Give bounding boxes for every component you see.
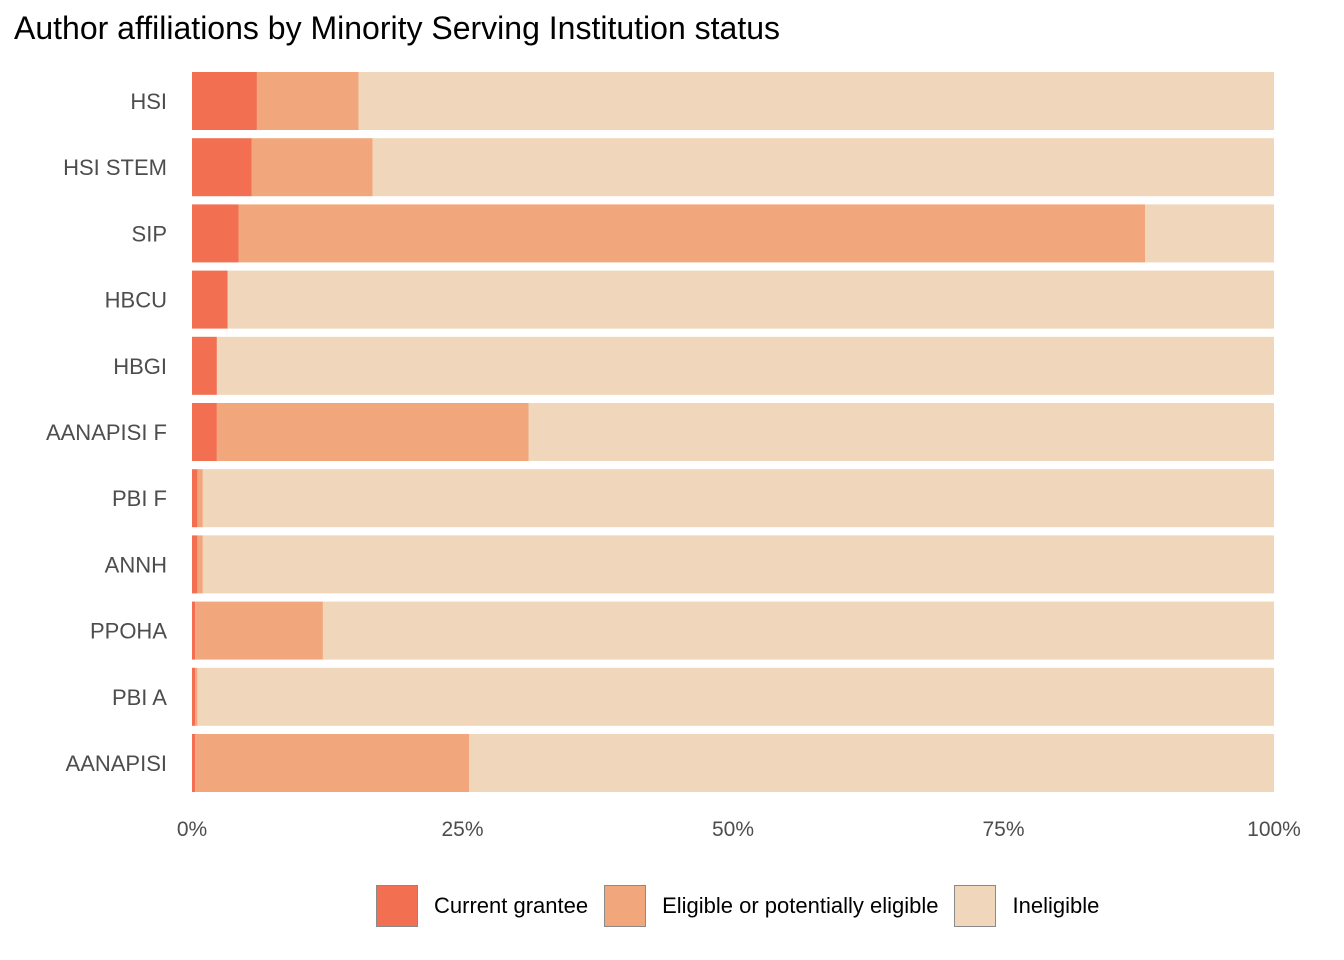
legend-item-eligible-or-potentially-eligible: Eligible or potentially eligible bbox=[604, 885, 938, 927]
bar-hbcu-current-grantee bbox=[192, 270, 228, 329]
bars-layer bbox=[192, 72, 1275, 792]
category-label-hbgi: HBGI bbox=[113, 354, 167, 379]
bar-pbi-a-current-grantee bbox=[192, 667, 196, 726]
bar-ppoha-eligible-or-potentially-eligible bbox=[195, 601, 323, 660]
bar-hsi-stem-ineligible bbox=[372, 138, 1275, 197]
bar-annh-ineligible bbox=[202, 535, 1274, 594]
category-label-pbi-f: PBI F bbox=[112, 486, 167, 511]
bar-ppoha-ineligible bbox=[322, 601, 1274, 660]
legend-item-ineligible: Ineligible bbox=[954, 885, 1099, 927]
category-label-aanapisi: AANAPISI bbox=[66, 751, 167, 776]
x-tick-label: 100% bbox=[1247, 818, 1301, 841]
legend-label: Eligible or potentially eligible bbox=[662, 893, 939, 918]
bar-sip-eligible-or-potentially-eligible bbox=[238, 204, 1146, 263]
bar-ppoha-current-grantee bbox=[192, 601, 196, 660]
category-label-pbi-a: PBI A bbox=[112, 685, 167, 710]
x-tick-label: 0% bbox=[177, 818, 207, 841]
legend-swatch bbox=[954, 885, 997, 927]
bar-aanapisi-f-eligible-or-potentially-eligible bbox=[216, 403, 529, 461]
legend-label: Ineligible bbox=[1012, 893, 1100, 918]
bar-hbgi-ineligible bbox=[216, 336, 1275, 395]
bar-pbi-f-ineligible bbox=[202, 469, 1274, 528]
legend-label: Current grantee bbox=[434, 893, 589, 918]
bar-aanapisi-eligible-or-potentially-eligible bbox=[195, 734, 469, 792]
bar-hsi-stem-eligible-or-potentially-eligible bbox=[251, 138, 373, 197]
bar-aanapisi-f-current-grantee bbox=[192, 403, 217, 461]
x-tick-label: 25% bbox=[441, 818, 483, 841]
chart-title: Author affiliations by Minority Serving … bbox=[14, 10, 780, 46]
legend: Current grantee Eligible or potentially e… bbox=[376, 885, 1115, 927]
legend-swatch bbox=[376, 885, 418, 927]
category-label-sip: SIP bbox=[132, 221, 167, 246]
category-labels: HSI HSI STEM SIP HBCU HBGI AANAPISI F PBI F ANN… bbox=[46, 89, 167, 776]
bar-pbi-a-ineligible bbox=[197, 667, 1274, 726]
bar-aanapisi-ineligible bbox=[468, 734, 1274, 792]
bar-annh-current-grantee bbox=[192, 535, 198, 594]
bar-annh-eligible-or-potentially-eligible bbox=[197, 535, 203, 594]
category-label-hsi-stem: HSI STEM bbox=[63, 155, 167, 180]
bar-sip-ineligible bbox=[1145, 204, 1274, 263]
x-tick-label: 50% bbox=[712, 818, 754, 841]
bar-hbcu-ineligible bbox=[227, 270, 1274, 329]
category-label-hbcu: HBCU bbox=[105, 288, 167, 313]
bar-pbi-a-eligible-or-potentially-eligible bbox=[195, 667, 198, 726]
bar-hsi-ineligible bbox=[358, 72, 1274, 130]
x-tick-label: 75% bbox=[982, 818, 1024, 841]
bar-hbgi-current-grantee bbox=[192, 336, 217, 395]
bar-hsi-current-grantee bbox=[192, 72, 257, 130]
bar-hsi-eligible-or-potentially-eligible bbox=[256, 72, 359, 130]
category-label-hsi: HSI bbox=[130, 89, 167, 114]
bar-pbi-f-eligible-or-potentially-eligible bbox=[197, 469, 203, 528]
bar-aanapisi-current-grantee bbox=[192, 734, 196, 792]
bar-sip-current-grantee bbox=[192, 204, 239, 263]
category-label-aanapisi-f: AANAPISI F bbox=[46, 420, 167, 445]
bar-pbi-f-current-grantee bbox=[192, 469, 198, 528]
category-label-ppoha: PPOHA bbox=[90, 619, 167, 644]
category-label-annh: ANNH bbox=[105, 552, 167, 577]
x-axis-ticks: 0% 25% 50% 75% 100% bbox=[177, 818, 1301, 841]
legend-swatch bbox=[604, 885, 647, 927]
bar-aanapisi-f-ineligible bbox=[528, 403, 1274, 461]
bar-hsi-stem-current-grantee bbox=[192, 138, 252, 197]
legend-item-current-grantee: Current grantee bbox=[376, 885, 588, 927]
